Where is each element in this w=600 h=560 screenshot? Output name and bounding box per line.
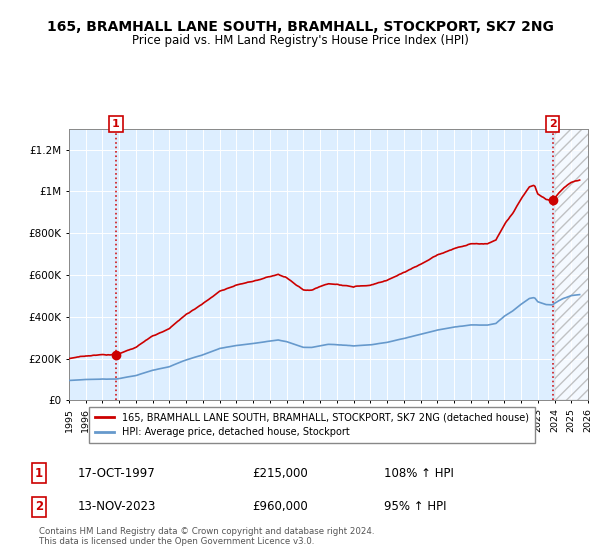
Text: £215,000: £215,000 [252, 466, 308, 480]
Bar [554, 129, 596, 400]
Text: £960,000: £960,000 [252, 500, 308, 514]
Text: Price paid vs. HM Land Registry's House Price Index (HPI): Price paid vs. HM Land Registry's House … [131, 34, 469, 46]
Text: 165, BRAMHALL LANE SOUTH, BRAMHALL, STOCKPORT, SK7 2NG: 165, BRAMHALL LANE SOUTH, BRAMHALL, STOC… [47, 20, 553, 34]
Text: 17-OCT-1997: 17-OCT-1997 [78, 466, 156, 480]
Text: 95% ↑ HPI: 95% ↑ HPI [384, 500, 446, 514]
Text: 2: 2 [35, 500, 43, 514]
Text: 2: 2 [548, 119, 556, 129]
Text: 108% ↑ HPI: 108% ↑ HPI [384, 466, 454, 480]
Legend: 165, BRAMHALL LANE SOUTH, BRAMHALL, STOCKPORT, SK7 2NG (detached house), HPI: Av: 165, BRAMHALL LANE SOUTH, BRAMHALL, STOC… [89, 407, 535, 444]
Text: 1: 1 [35, 466, 43, 480]
Text: Contains HM Land Registry data © Crown copyright and database right 2024.
This d: Contains HM Land Registry data © Crown c… [39, 526, 374, 546]
Text: 13-NOV-2023: 13-NOV-2023 [78, 500, 157, 514]
Text: 1: 1 [112, 119, 120, 129]
